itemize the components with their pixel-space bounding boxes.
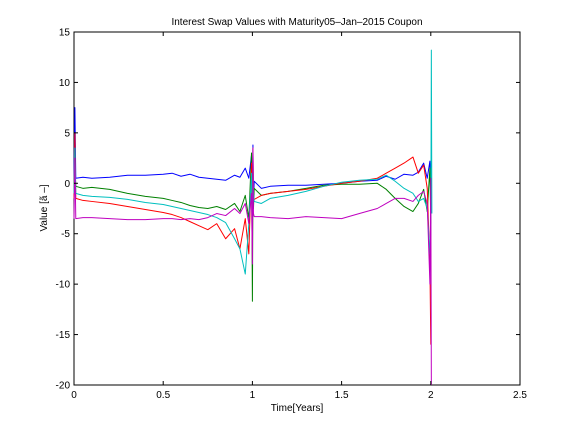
y-tick-label: -15 <box>56 330 71 341</box>
x-tick-label: 1 <box>250 390 256 401</box>
x-tick-label: 2 <box>428 390 434 401</box>
y-tick-label: -20 <box>56 381 71 392</box>
x-tick-label: 2.5 <box>513 390 527 401</box>
y-tick-label: 15 <box>59 28 71 39</box>
x-axis-title: Time[Years] <box>271 403 324 414</box>
tick-layer: 0 0.5 1 1.5 2 2.5 15 10 5 0 -5 -10 -15 -20 <box>56 28 528 402</box>
chart-title: Interest Swap Values with Maturity05–Jan… <box>171 17 422 28</box>
plot-area <box>73 31 521 386</box>
y-tick-label: 5 <box>64 128 70 139</box>
x-tick-label: 0.5 <box>156 390 170 401</box>
y-tick-label: 0 <box>64 179 70 190</box>
y-tick-label: -5 <box>61 229 70 240</box>
x-tick-label: 1.5 <box>335 390 349 401</box>
x-tick-label: 0 <box>71 390 77 401</box>
y-axis-title: Value [ã –] <box>39 184 50 231</box>
y-tick-label: 10 <box>59 78 71 89</box>
series-line-5 <box>73 147 432 386</box>
y-tick-label: -10 <box>56 280 71 291</box>
series-layer <box>73 49 433 386</box>
